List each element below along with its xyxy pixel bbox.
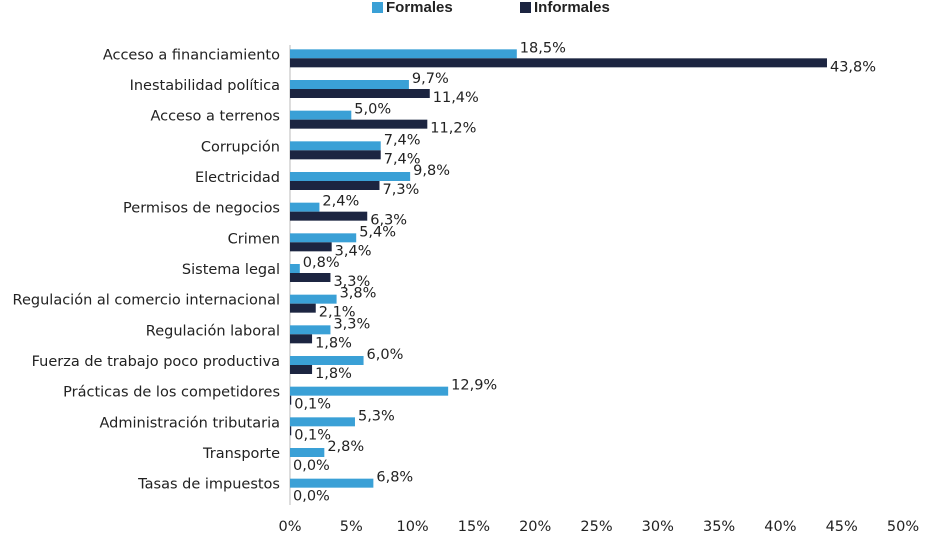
- bar: [290, 80, 409, 89]
- x-tick-label: 30%: [642, 519, 674, 535]
- bar: [290, 110, 352, 120]
- bar: [290, 181, 380, 190]
- x-tick-label: 35%: [703, 519, 735, 535]
- x-tick-label: 40%: [764, 519, 796, 535]
- y-tick-label: Corrupción: [201, 139, 280, 155]
- x-tick-label: 0%: [278, 519, 301, 535]
- bar: [290, 211, 368, 221]
- bar: [290, 448, 325, 457]
- bar: [290, 58, 827, 68]
- bar: [290, 233, 357, 243]
- y-tick-label: Regulación laboral: [146, 323, 280, 339]
- data-label: 5,4%: [359, 224, 396, 240]
- y-tick-label: Acceso a terrenos: [150, 109, 280, 125]
- data-label: 6,8%: [376, 470, 413, 486]
- data-label: 3,4%: [335, 243, 372, 259]
- data-label: 2,4%: [322, 194, 359, 210]
- data-label: 1,8%: [315, 335, 352, 351]
- data-label: 2,8%: [327, 439, 364, 455]
- x-tick-label: 50%: [887, 519, 919, 535]
- bar: [290, 202, 320, 212]
- data-label: 0,8%: [303, 255, 340, 271]
- bar: [290, 49, 517, 59]
- bar: [290, 264, 300, 273]
- x-tick-label: 45%: [826, 519, 858, 535]
- data-label: 11,2%: [430, 121, 476, 137]
- bar: [290, 150, 381, 160]
- data-label: 5,3%: [358, 408, 395, 424]
- data-label: 7,4%: [384, 151, 421, 167]
- bar: [290, 89, 430, 98]
- data-label: 3,3%: [333, 316, 370, 332]
- legend-label: Formales: [386, 0, 453, 16]
- legend-swatch: [372, 2, 383, 13]
- x-tick-label: 5%: [340, 519, 363, 535]
- bar: [290, 303, 316, 313]
- bar: [290, 119, 428, 129]
- data-label: 7,3%: [382, 182, 419, 198]
- data-label: 6,3%: [370, 213, 407, 229]
- data-label: 0,1%: [294, 397, 331, 413]
- data-label: 7,4%: [384, 132, 421, 148]
- data-label: 3,8%: [340, 286, 377, 302]
- bar: [290, 426, 292, 436]
- y-tick-label: Tasas de impuestos: [137, 477, 280, 493]
- data-label: 5,0%: [354, 102, 391, 118]
- data-label: 6,0%: [367, 347, 404, 363]
- y-tick-label: Permisos de negocios: [123, 201, 280, 217]
- y-tick-label: Fuerza de trabajo poco productiva: [32, 354, 280, 370]
- data-label: 0,0%: [293, 489, 330, 505]
- data-label: 1,8%: [315, 366, 352, 382]
- bar: [290, 386, 449, 396]
- y-tick-label: Acceso a financiamiento: [103, 47, 280, 63]
- y-tick-label: Transporte: [202, 446, 280, 462]
- bar: [290, 294, 337, 304]
- y-tick-label: Administración tributaria: [99, 415, 280, 431]
- data-label: 0,1%: [294, 427, 331, 443]
- data-label: 9,7%: [412, 71, 449, 87]
- bar: [290, 356, 364, 365]
- data-label: 2,1%: [319, 305, 356, 321]
- x-tick-label: 20%: [519, 519, 551, 535]
- bar: [290, 334, 313, 344]
- legend-swatch: [520, 2, 531, 13]
- bar: [290, 172, 411, 181]
- bar: [290, 273, 331, 282]
- x-tick-label: 10%: [396, 519, 428, 535]
- data-label: 11,4%: [433, 90, 479, 106]
- y-tick-label: Electricidad: [195, 170, 280, 186]
- y-tick-label: Crimen: [228, 231, 280, 247]
- y-tick-label: Regulación al comercio internacional: [13, 293, 280, 309]
- bar: [290, 365, 313, 374]
- y-tick-label: Prácticas de los competidores: [63, 385, 280, 401]
- bar: [290, 395, 292, 405]
- data-label: 43,8%: [830, 59, 876, 75]
- bar: [290, 417, 355, 427]
- data-label: 18,5%: [520, 40, 566, 56]
- data-label: 12,9%: [451, 378, 497, 394]
- bar: [290, 141, 381, 151]
- data-label: 0,0%: [293, 458, 330, 474]
- x-tick-label: 15%: [458, 519, 490, 535]
- bar: [290, 325, 331, 335]
- x-tick-label: 25%: [580, 519, 612, 535]
- bar: [290, 478, 374, 488]
- y-tick-label: Sistema legal: [182, 262, 280, 278]
- bar: [290, 242, 332, 252]
- data-label: 3,3%: [333, 274, 370, 290]
- y-tick-label: Inestabilidad política: [130, 78, 280, 94]
- legend-label: Informales: [534, 0, 610, 16]
- data-label: 9,8%: [413, 163, 450, 179]
